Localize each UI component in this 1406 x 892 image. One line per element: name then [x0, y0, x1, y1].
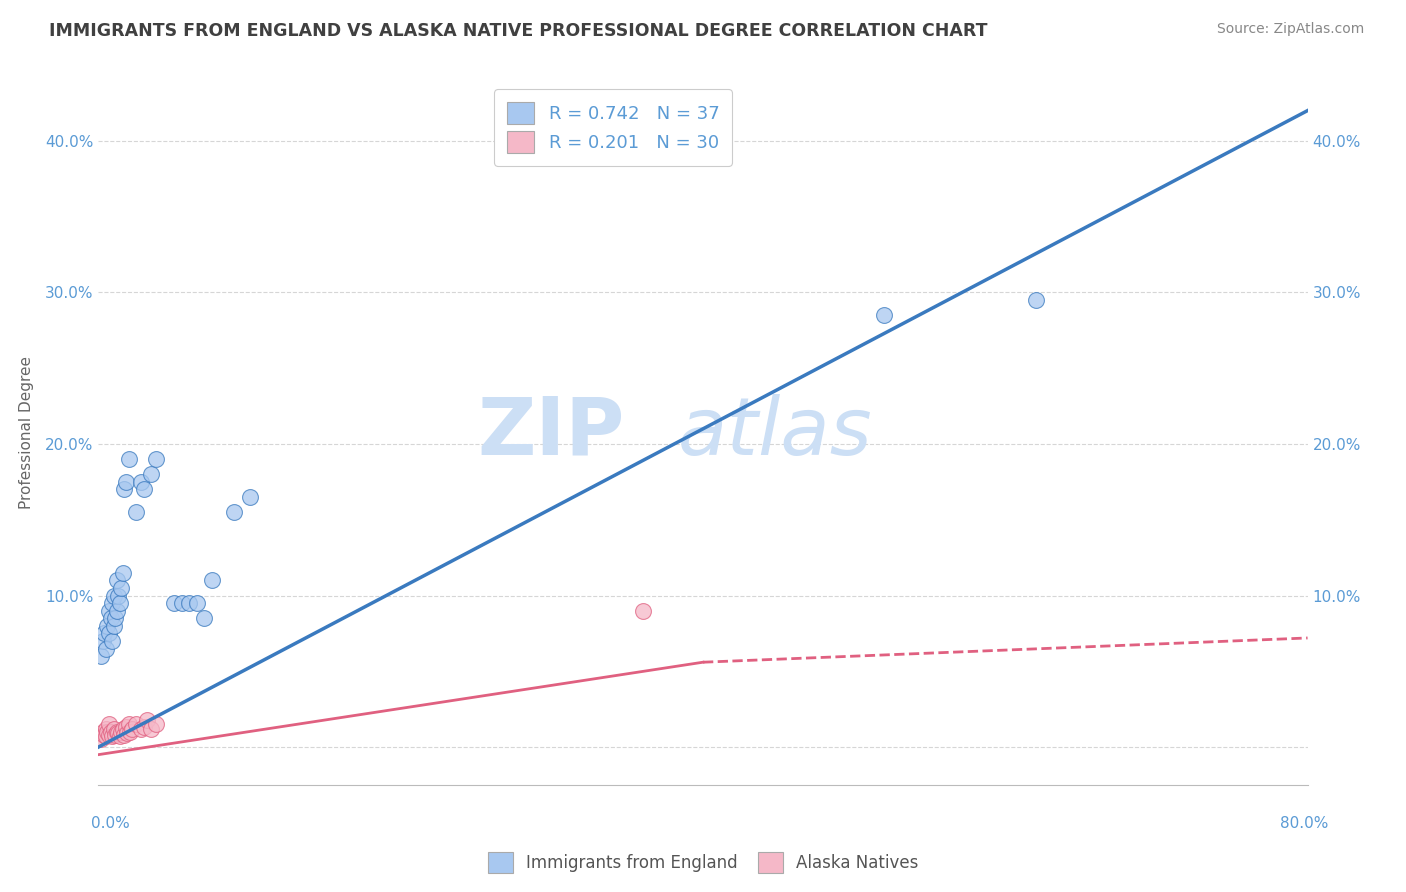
- Text: atlas: atlas: [678, 393, 873, 472]
- Point: [105, 574, 128, 588]
- Point: [91, 725, 114, 739]
- Text: ZIP: ZIP: [477, 393, 624, 472]
- Point: [135, 713, 157, 727]
- Point: [163, 596, 186, 610]
- Point: [110, 581, 132, 595]
- Point: [112, 728, 135, 742]
- Y-axis label: Professional Degree: Professional Degree: [18, 356, 34, 509]
- Point: [118, 717, 141, 731]
- Point: [100, 611, 122, 625]
- Point: [107, 589, 129, 603]
- Point: [145, 717, 167, 731]
- Point: [873, 308, 896, 322]
- Point: [193, 611, 215, 625]
- Point: [103, 589, 125, 603]
- Point: [105, 725, 128, 739]
- Point: [94, 641, 117, 656]
- Point: [94, 722, 117, 736]
- Point: [141, 467, 163, 482]
- Point: [129, 722, 152, 736]
- Point: [114, 475, 136, 489]
- Point: [631, 604, 654, 618]
- Point: [90, 649, 112, 664]
- Point: [129, 475, 152, 489]
- Point: [120, 725, 142, 739]
- Point: [98, 728, 121, 742]
- Point: [115, 726, 138, 740]
- Point: [1024, 293, 1046, 307]
- Point: [121, 722, 143, 736]
- Point: [93, 728, 115, 742]
- Point: [104, 728, 127, 742]
- Point: [104, 611, 127, 625]
- Point: [105, 604, 128, 618]
- Text: 80.0%: 80.0%: [1281, 816, 1329, 831]
- Point: [98, 604, 121, 618]
- Point: [125, 505, 148, 519]
- Point: [114, 720, 136, 734]
- Point: [201, 574, 224, 588]
- Point: [91, 634, 114, 648]
- Point: [224, 505, 246, 519]
- Point: [101, 634, 124, 648]
- Point: [132, 720, 155, 734]
- Point: [101, 730, 124, 744]
- Point: [132, 483, 155, 497]
- Point: [108, 730, 131, 744]
- Legend: R = 0.742   N = 37, R = 0.201   N = 30: R = 0.742 N = 37, R = 0.201 N = 30: [495, 89, 733, 166]
- Point: [101, 596, 124, 610]
- Point: [170, 596, 193, 610]
- Point: [186, 596, 208, 610]
- Point: [179, 596, 201, 610]
- Point: [100, 725, 122, 739]
- Text: Source: ZipAtlas.com: Source: ZipAtlas.com: [1216, 22, 1364, 37]
- Point: [96, 619, 118, 633]
- Point: [108, 596, 131, 610]
- Point: [141, 722, 163, 736]
- Point: [103, 722, 125, 736]
- Point: [98, 717, 121, 731]
- Text: 0.0%: 0.0%: [91, 816, 131, 831]
- Point: [90, 732, 112, 747]
- Legend: Immigrants from England, Alaska Natives: Immigrants from England, Alaska Natives: [481, 846, 925, 880]
- Point: [118, 452, 141, 467]
- Point: [107, 726, 129, 740]
- Point: [125, 717, 148, 731]
- Point: [103, 619, 125, 633]
- Point: [96, 725, 118, 739]
- Point: [93, 626, 115, 640]
- Point: [98, 626, 121, 640]
- Point: [112, 483, 135, 497]
- Point: [239, 490, 262, 504]
- Text: IMMIGRANTS FROM ENGLAND VS ALASKA NATIVE PROFESSIONAL DEGREE CORRELATION CHART: IMMIGRANTS FROM ENGLAND VS ALASKA NATIVE…: [49, 22, 987, 40]
- Point: [110, 725, 132, 739]
- Point: [94, 730, 117, 744]
- Point: [145, 452, 167, 467]
- Point: [111, 722, 134, 736]
- Point: [111, 566, 134, 580]
